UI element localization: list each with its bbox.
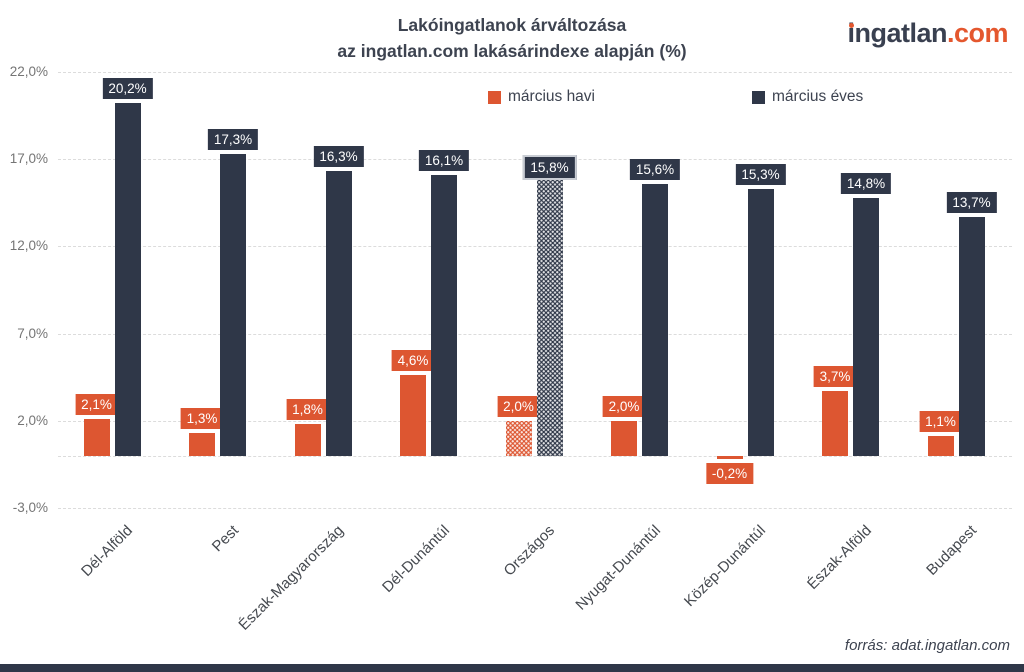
gridline bbox=[58, 333, 1012, 335]
y-axis-label: 17,0% bbox=[9, 151, 48, 167]
bar-value-label: 3,7% bbox=[813, 366, 857, 388]
legend-item-marcius-eves: március éves bbox=[752, 88, 863, 106]
bar-eves-országos bbox=[536, 180, 563, 456]
bar-havi-pest bbox=[189, 433, 215, 456]
legend-label: március havi bbox=[508, 88, 595, 105]
page-title: Lakóingatlanok árváltozása az ingatlan.c… bbox=[0, 12, 1024, 64]
y-axis-label: 7,0% bbox=[17, 325, 48, 341]
y-axis-label: 12,0% bbox=[9, 238, 48, 254]
bar-havi-országos bbox=[505, 420, 532, 456]
bar-havi-észak-magyarország bbox=[294, 424, 321, 456]
bar-value-label: 15,8% bbox=[522, 155, 577, 181]
bar-eves-dél-dunántúl bbox=[431, 174, 457, 456]
page-title-line2: az ingatlan.com lakásárindexe alapján (%… bbox=[337, 41, 687, 61]
bar-value-label: 15,6% bbox=[629, 158, 681, 180]
bar-eves-budapest bbox=[958, 216, 985, 456]
bar-eves-közép-dunántúl bbox=[747, 188, 774, 456]
logo-name-text: ingatlan bbox=[847, 18, 947, 49]
bar-eves-észak-magyarország bbox=[325, 171, 352, 456]
y-axis-label: 2,0% bbox=[17, 412, 48, 428]
bar-eves-nyugat-dunántúl bbox=[642, 183, 668, 456]
bar-value-label: 15,3% bbox=[735, 163, 786, 185]
bar-havi-észak-alföld bbox=[822, 391, 848, 456]
gridline bbox=[58, 455, 1012, 457]
legend-item-marcius-havi: március havi bbox=[488, 88, 595, 106]
bar-value-label: 4,6% bbox=[391, 350, 435, 372]
bar-havi-dél-alföld bbox=[83, 419, 110, 456]
logo-i-dot-icon bbox=[849, 22, 855, 28]
bar-eves-észak-alföld bbox=[853, 197, 879, 456]
gridline bbox=[58, 508, 1012, 509]
bar-value-label: 1,8% bbox=[286, 399, 329, 421]
bar-havi-budapest bbox=[927, 436, 954, 456]
legend-label: március éves bbox=[772, 88, 864, 105]
gridline bbox=[58, 420, 1012, 422]
bar-value-label: 13,7% bbox=[946, 191, 997, 213]
logo-name-label: ingatlan bbox=[847, 18, 947, 48]
bottom-brand-strip bbox=[0, 664, 1024, 672]
y-axis-label: 22,0% bbox=[9, 64, 48, 79]
bar-value-label: 20,2% bbox=[102, 78, 153, 100]
bar-havi-nyugat-dunántúl bbox=[611, 420, 637, 456]
bar-value-label: -0,2% bbox=[705, 463, 754, 485]
source-note: forrás: adat.ingatlan.com bbox=[844, 637, 1010, 654]
gridline bbox=[58, 246, 1012, 248]
legend-swatch-navy-icon bbox=[752, 90, 765, 104]
bar-havi-közép-dunántúl bbox=[716, 455, 743, 460]
y-axis-label: -3,0% bbox=[12, 500, 48, 515]
page-title-line1: Lakóingatlanok árváltozása bbox=[397, 15, 627, 35]
bar-value-label: 2,1% bbox=[75, 394, 118, 416]
bar-value-label: 2,0% bbox=[497, 395, 540, 417]
logo-tld-text: .com bbox=[946, 18, 1009, 48]
bar-eves-pest bbox=[220, 153, 246, 456]
bar-value-label: 14,8% bbox=[840, 172, 892, 194]
bar-value-label: 2,0% bbox=[602, 395, 646, 417]
bar-value-label: 17,3% bbox=[207, 128, 259, 150]
bar-havi-dél-dunántúl bbox=[400, 375, 426, 456]
legend-swatch-orange-icon bbox=[488, 90, 501, 104]
bar-value-label: 16,1% bbox=[418, 149, 470, 171]
bar-value-label: 1,1% bbox=[919, 411, 962, 433]
bar-eves-dél-alföld bbox=[114, 103, 141, 456]
bar-value-label: 1,3% bbox=[180, 408, 224, 429]
gridline bbox=[58, 72, 1012, 73]
ingatlan-logo: ingatlan .com bbox=[847, 18, 1008, 49]
bar-value-label: 16,3% bbox=[313, 146, 364, 168]
